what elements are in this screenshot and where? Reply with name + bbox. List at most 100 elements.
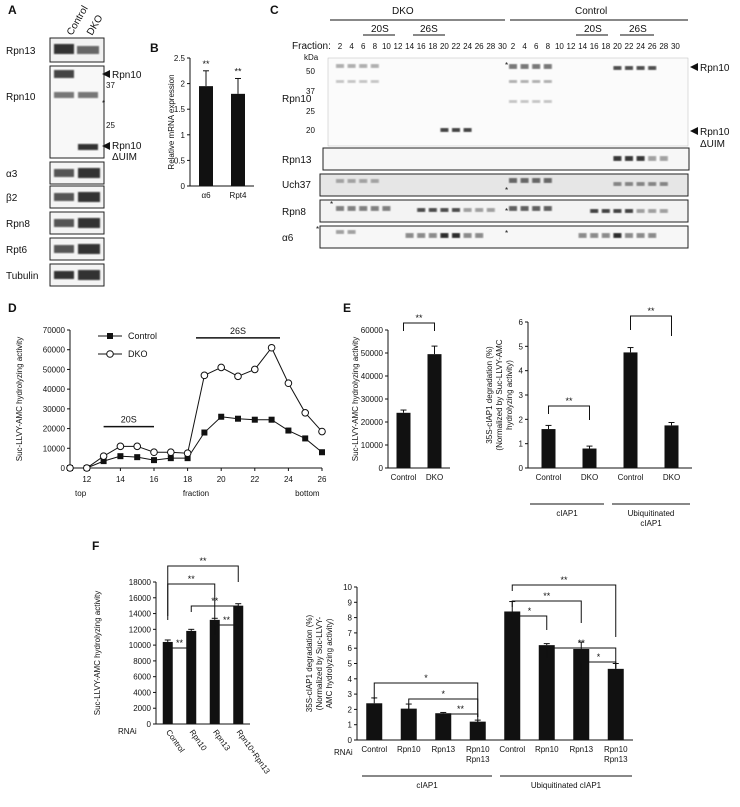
- blot-band: [520, 80, 529, 83]
- blot-band: [625, 156, 633, 161]
- significance-label: **: [202, 59, 210, 69]
- fraction-number: 24: [463, 42, 472, 51]
- significance-bracket: [403, 322, 435, 331]
- y-tick-label: 0: [181, 182, 186, 191]
- y-tick-label: 1: [348, 721, 353, 730]
- y-tick-label: 7: [348, 629, 353, 638]
- blot-band: [452, 128, 460, 132]
- legend-marker: [107, 333, 113, 339]
- blot-label-a6: α6: [282, 233, 294, 244]
- sub-26s: 26S: [420, 24, 438, 35]
- x-tick-label: Control: [361, 745, 387, 754]
- y-axis-label: hydrolyzing activity): [505, 360, 514, 430]
- blot-band: [648, 66, 657, 70]
- data-point-control: [319, 449, 325, 456]
- significance-bracket: [190, 605, 239, 614]
- significance-label: **: [457, 704, 465, 714]
- blot-band: [54, 44, 74, 54]
- significance-label: **: [415, 313, 423, 323]
- region-label-20s: 20S: [121, 415, 137, 425]
- y-tick-label: 6: [519, 318, 524, 327]
- y-tick-label: 3: [519, 391, 524, 400]
- legend-label: DKO: [128, 349, 148, 359]
- arrow-icon: [690, 127, 698, 135]
- blot-band: [625, 182, 633, 186]
- y-tick-label: 20000: [361, 418, 384, 427]
- blot-band: [347, 64, 356, 68]
- significance-bracket: [546, 647, 617, 668]
- arrow-icon: [102, 70, 110, 78]
- blot-band: [463, 208, 472, 212]
- data-point-control: [251, 416, 258, 423]
- blot-c-a6-box: [319, 225, 689, 249]
- blot-band: [625, 209, 633, 213]
- significance-bracket: [511, 600, 582, 623]
- data-point-dko: [284, 379, 293, 388]
- group-label: Ubiquitinated cIAP1: [531, 781, 602, 790]
- significance-bracket: [630, 315, 672, 336]
- data-point-dko: [217, 363, 225, 372]
- blot-band: [659, 156, 668, 161]
- x-tick-label: Rpn10: [466, 745, 490, 754]
- fraction-number: 6: [534, 42, 539, 51]
- blot-box: [49, 237, 105, 261]
- fraction-number: 28: [486, 42, 495, 51]
- fraction-number: 24: [636, 42, 645, 51]
- x-tick-label: 24: [284, 475, 293, 484]
- fraction-number: 12: [567, 42, 576, 51]
- bar: [199, 86, 213, 186]
- rnai-label: RNAi: [118, 727, 137, 736]
- blot-label-rpn8: Rpn8: [282, 207, 306, 218]
- arrow-label-rpn10: Rpn10: [112, 70, 142, 81]
- y-tick-label: 10000: [129, 641, 152, 650]
- blot-band: [543, 206, 552, 211]
- blot-box: [49, 185, 105, 209]
- data-point-control: [117, 453, 124, 460]
- blot-band: [532, 80, 541, 83]
- blot-c-rpn10-box: [327, 57, 689, 147]
- blot-band: [520, 178, 529, 183]
- significance-bracket: [408, 698, 479, 717]
- y-tick-label: 4: [348, 675, 353, 684]
- blot-band: [475, 208, 484, 212]
- fraction-number: 6: [361, 42, 366, 51]
- y-tick-label: 3: [348, 690, 353, 699]
- bar: [541, 429, 556, 468]
- y-tick-label: 2: [181, 80, 186, 89]
- blot-band: [370, 179, 379, 183]
- y-tick-label: 0.5: [174, 156, 186, 165]
- chart-e2: 0 1 2 3 4 5 6 35S-cIAP1 degradation (%) (Normali…: [485, 306, 692, 528]
- arrow-label-rpn10: Rpn10: [700, 63, 730, 74]
- significance-bracket: [167, 583, 216, 620]
- x-axis-label: fraction: [183, 489, 209, 498]
- bar: [582, 448, 597, 468]
- significance-label: *: [424, 673, 428, 683]
- panel-d-letter: D: [8, 301, 17, 315]
- y-axis-label: Suc-LLVY-AMC hydrolyzing activity: [351, 337, 360, 462]
- blot-band: [336, 179, 344, 183]
- y-tick-label: 0: [379, 464, 384, 473]
- significance-label: **: [578, 638, 586, 648]
- y-axis-label: 35S-cIAP1 degradation (%): [485, 346, 494, 444]
- blot-band: [54, 70, 74, 78]
- blot-band: [520, 206, 529, 211]
- fraction-number: 4: [349, 42, 354, 51]
- significance-label: *: [441, 689, 445, 699]
- data-point-dko: [150, 448, 158, 457]
- x-tick-label: DKO: [426, 473, 443, 482]
- panel-a: A Control DKO Rpn13 Rpn10 37 25 * Rpn10 …: [6, 3, 142, 287]
- arrow-label-duim: ΔUIM: [112, 152, 137, 163]
- blot-band: [509, 100, 517, 103]
- fraction-number: 20: [440, 42, 449, 51]
- star-marker: *: [505, 61, 508, 70]
- y-tick-label: 30000: [361, 395, 384, 404]
- y-tick-label: 9: [348, 598, 353, 607]
- blot-band: [78, 144, 98, 150]
- fraction-number: 14: [578, 42, 587, 51]
- significance-bracket: [214, 624, 239, 635]
- blot-band: [452, 233, 460, 238]
- blot-band: [370, 206, 379, 211]
- significance-label: **: [176, 638, 184, 648]
- panel-a-letter: A: [8, 3, 17, 17]
- panel-e: E 0 10000 20000 30000 40000 50000 60000Suc-LLV…: [343, 301, 692, 528]
